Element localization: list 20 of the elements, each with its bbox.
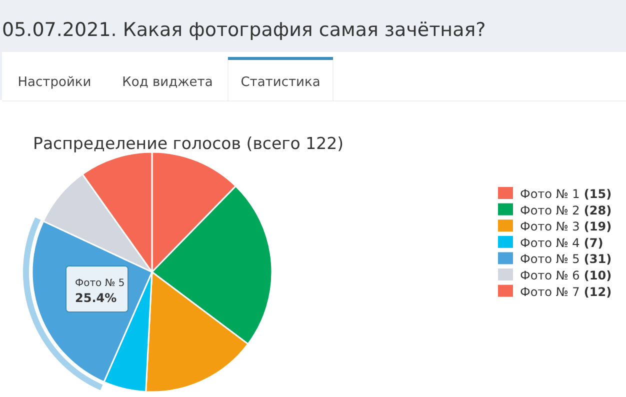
legend-label: Фото № 6 — [520, 268, 580, 282]
data-label: (10) — [580, 268, 612, 282]
text: Статистика — [240, 75, 320, 90]
text: 05.07.2021. Какая фотография самая зачётная? — [2, 19, 486, 41]
data-label: (31) — [580, 252, 612, 266]
data-label: (19) — [580, 220, 612, 234]
data-label: (12) — [580, 284, 612, 299]
legend-label: Фото № 2 — [520, 203, 580, 218]
text: Фото № 5 25.4% — [75, 278, 125, 305]
data-label: (28) — [580, 203, 612, 218]
text: Код виджета — [122, 75, 213, 90]
legend-label: Фото № 5 — [520, 252, 580, 266]
legend-label: Фото № 4 — [520, 236, 580, 250]
legend-label: Фото № 7 — [520, 284, 580, 299]
legend-label: Фото № 1 — [520, 187, 580, 201]
data-label: (7) — [580, 236, 604, 250]
data-label: (15) — [580, 187, 612, 201]
text: Настройки — [18, 75, 92, 90]
legend-label: Фото № 3 — [520, 220, 580, 234]
chart-title: Распределение голосов (всего 122) — [33, 134, 344, 153]
